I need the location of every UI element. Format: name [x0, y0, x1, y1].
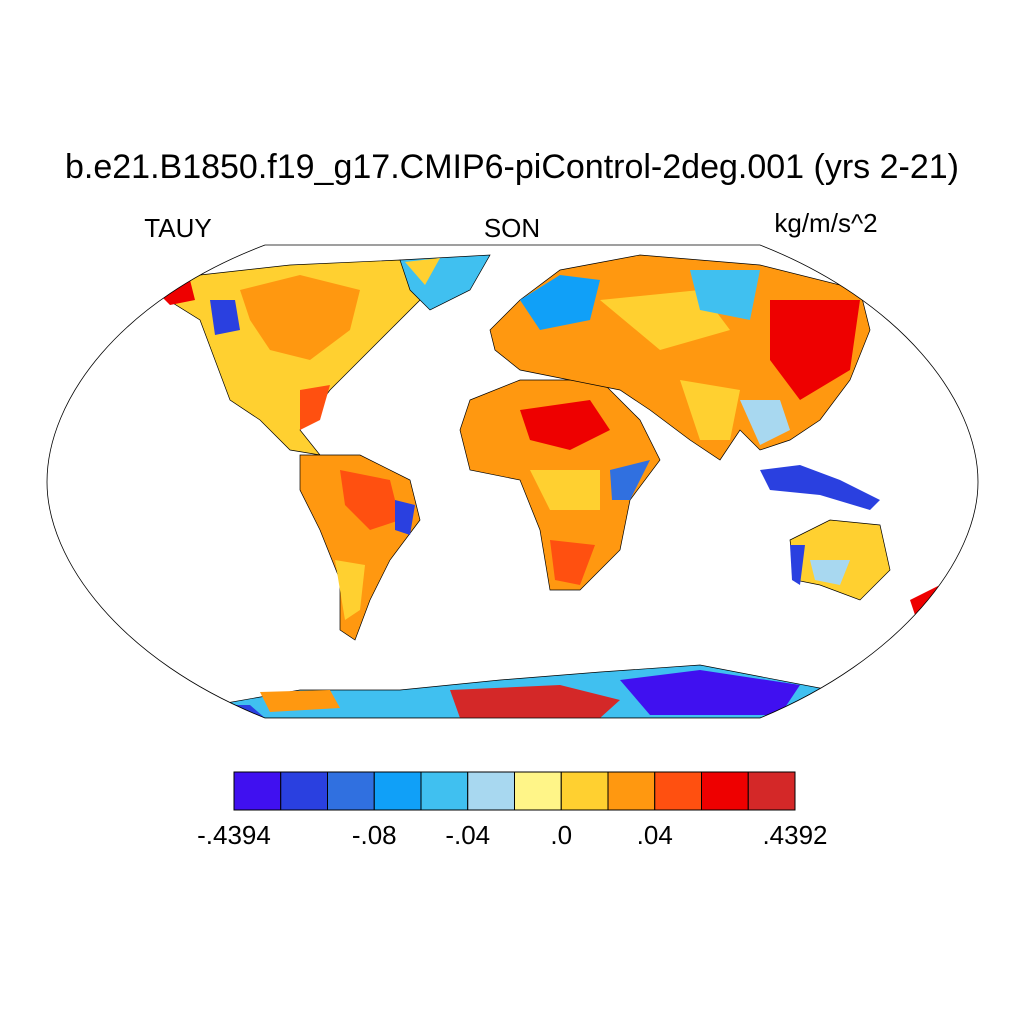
- colorbar-box: [327, 771, 375, 811]
- season-label: SON: [484, 213, 540, 243]
- colorbar-box: [420, 771, 469, 811]
- colorbar-box: [654, 771, 702, 811]
- colorbar: -.4394 -.08 -.04 .0 .04 .4392: [197, 771, 828, 850]
- colorbar-label: -.08: [352, 820, 397, 850]
- colorbar-box: [514, 771, 562, 811]
- units-label: kg/m/s^2: [774, 208, 877, 238]
- colorbar-box: [373, 771, 422, 811]
- variable-label: TAUY: [144, 213, 211, 243]
- colorbar-label: .4392: [762, 820, 827, 850]
- colorbar-box: [560, 771, 609, 811]
- colorbar-box: [280, 771, 328, 811]
- colorbar-box: [467, 771, 515, 811]
- colorbar-label: -.04: [445, 820, 490, 850]
- colorbar-label: -.4394: [197, 820, 271, 850]
- colorbar-box: [747, 771, 796, 811]
- map-border: [46, 244, 979, 719]
- title: b.e21.B1850.f19_g17.CMIP6-piControl-2deg…: [65, 148, 959, 186]
- colorbar-box: [233, 771, 282, 811]
- colorbar-label: .0: [550, 820, 572, 850]
- colorbar-label: .04: [637, 820, 673, 850]
- colorbar-box: [701, 771, 749, 811]
- map: [46, 244, 979, 719]
- colorbar-box: [607, 771, 656, 811]
